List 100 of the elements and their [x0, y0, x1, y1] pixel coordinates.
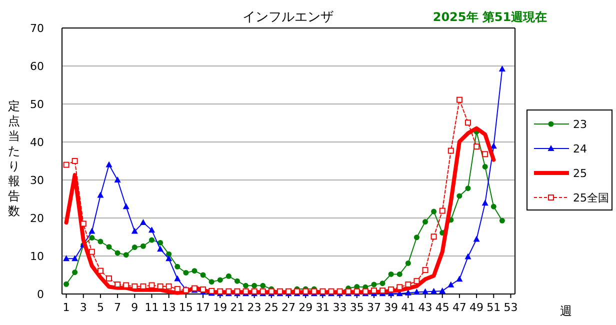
legend-label: 25 — [573, 167, 587, 180]
point — [448, 148, 454, 154]
point — [464, 120, 471, 126]
point — [482, 151, 488, 158]
legend-label: 23 — [573, 118, 587, 131]
x-tick-label: 3 — [80, 301, 87, 314]
x-tick-label: 17 — [196, 301, 210, 314]
point — [88, 228, 96, 234]
x-tick-label: 5 — [96, 301, 104, 314]
point — [148, 282, 155, 288]
x-tick-label: 1 — [62, 301, 70, 314]
y-tick-label: 30 — [30, 174, 44, 187]
point — [414, 234, 420, 240]
point — [422, 219, 428, 225]
legend-label: 24 — [573, 142, 587, 156]
point — [132, 244, 138, 250]
x-tick-label: 23 — [247, 301, 262, 314]
x-tick-label: 39 — [384, 301, 398, 314]
point — [166, 255, 172, 262]
point — [123, 252, 129, 258]
point — [482, 164, 488, 170]
x-tick-label: 31 — [316, 301, 330, 314]
x-tick-label: 53 — [504, 301, 518, 314]
point — [473, 236, 480, 242]
point — [226, 273, 232, 279]
point — [430, 234, 437, 240]
point — [482, 200, 488, 206]
point — [88, 248, 95, 255]
point — [200, 272, 206, 278]
point — [148, 226, 155, 233]
x-tick-label: 9 — [131, 301, 138, 314]
point — [260, 282, 266, 288]
point — [422, 267, 428, 274]
point — [97, 268, 104, 274]
point — [413, 288, 420, 295]
point — [498, 66, 506, 72]
x-tick-label: 7 — [114, 301, 122, 314]
point — [174, 264, 180, 270]
point — [140, 243, 146, 249]
point — [404, 289, 412, 296]
x-tick-label: 35 — [350, 301, 364, 314]
point — [405, 260, 411, 266]
y-tick-label: 40 — [30, 136, 44, 149]
point — [431, 208, 437, 214]
point — [414, 278, 420, 284]
point — [252, 282, 258, 288]
point — [106, 161, 112, 168]
point — [157, 246, 164, 252]
x-tick-label: 45 — [435, 301, 450, 314]
point — [174, 275, 181, 282]
point — [72, 270, 78, 276]
x-tick-label: 43 — [418, 301, 432, 314]
chart-title: インフルエンザ — [242, 10, 334, 25]
point — [380, 288, 386, 294]
point — [448, 281, 454, 288]
point — [430, 288, 438, 294]
y-tick-label: 20 — [30, 212, 44, 225]
point — [98, 238, 104, 244]
point — [131, 228, 138, 234]
point — [380, 280, 386, 286]
point — [183, 270, 189, 276]
x-tick-label: 19 — [213, 301, 228, 314]
point — [64, 281, 70, 287]
point — [158, 240, 164, 246]
point — [422, 288, 429, 294]
x-tick-label: 25 — [264, 301, 278, 314]
point — [63, 162, 70, 168]
point — [148, 237, 154, 243]
y-tick-label: 10 — [30, 250, 44, 263]
point — [499, 218, 505, 224]
x-tick-label: 29 — [298, 301, 313, 314]
legend-label: 25全国 — [573, 192, 609, 204]
point — [72, 255, 78, 262]
point — [106, 244, 112, 250]
point — [370, 288, 377, 294]
point — [371, 282, 377, 288]
point — [122, 203, 130, 210]
point — [456, 193, 462, 199]
x-tick-label: 37 — [366, 301, 381, 314]
x-tick-label: 11 — [144, 301, 159, 314]
point — [474, 144, 480, 150]
point — [166, 251, 172, 257]
x-tick-label: 47 — [452, 301, 466, 314]
x-tick-label: 49 — [470, 301, 484, 314]
x-tick-label: 21 — [230, 301, 244, 314]
point — [439, 287, 446, 294]
point — [490, 204, 496, 210]
point — [97, 192, 104, 198]
point — [192, 268, 198, 274]
point — [140, 219, 146, 226]
point — [456, 276, 463, 282]
x-tick-label: 27 — [282, 301, 296, 314]
x-tick-label: 41 — [401, 301, 416, 314]
point — [72, 158, 78, 164]
x-axis-title: 週 — [560, 304, 572, 318]
point — [388, 271, 394, 277]
point — [243, 282, 249, 288]
point — [114, 176, 121, 182]
point — [464, 253, 472, 260]
y-tick-label: 0 — [37, 288, 44, 301]
